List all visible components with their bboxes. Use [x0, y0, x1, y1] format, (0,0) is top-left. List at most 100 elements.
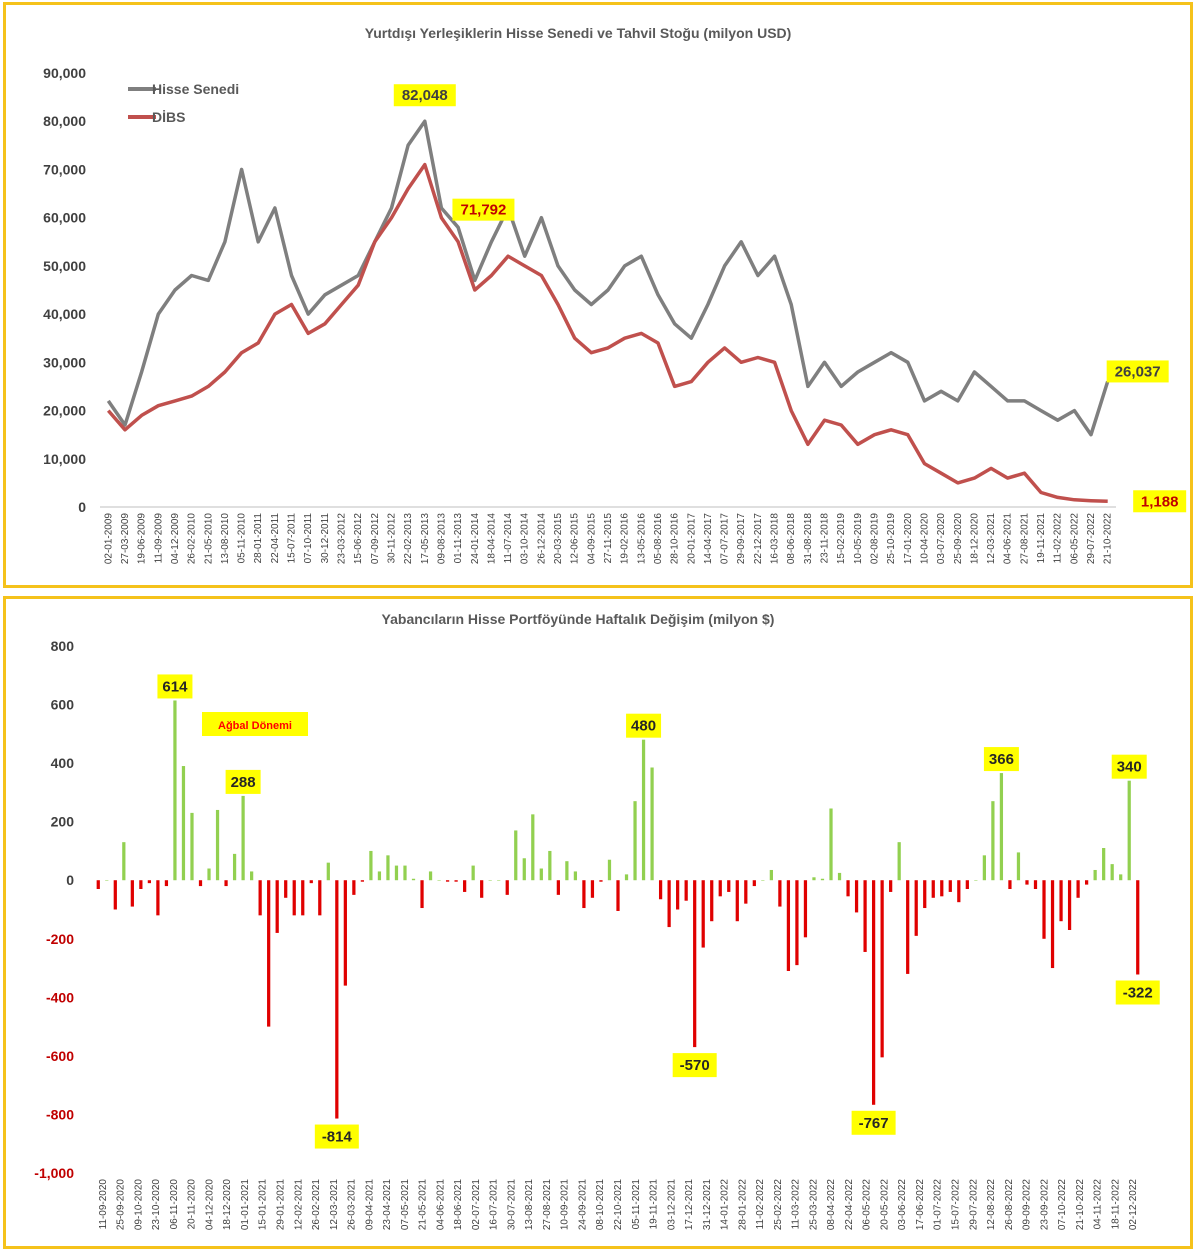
x-tick-label: 07-05-2021 [400, 1179, 411, 1231]
weekly-change-bar [318, 880, 322, 916]
weekly-change-bar [897, 842, 901, 881]
weekly-change-bar [931, 880, 935, 898]
x-tick-label: 12-08-2022 [986, 1179, 997, 1231]
hisse-senedi-line [106, 119, 1110, 437]
y-tick-label: 30,000 [43, 354, 86, 370]
x-tick-label: 07-07-2017 [720, 513, 731, 565]
weekly-change-bar [241, 795, 245, 881]
weekly-change-bar [965, 880, 969, 890]
x-tick-label: 26-02-2021 [311, 1179, 322, 1231]
weekly-change-bar [880, 880, 884, 1058]
dibs-line [106, 162, 1108, 504]
weekly-change-bar [778, 880, 782, 907]
x-tick-label: 25-02-2022 [773, 1179, 784, 1231]
value-callout-box [1106, 360, 1169, 383]
weekly-change-bar [522, 858, 526, 881]
x-tick-label: 28-10-2016 [670, 513, 681, 565]
bar-callout-label: 340 [1117, 759, 1142, 776]
y-tick-label: 0 [78, 499, 86, 515]
weekly-change-bar [735, 880, 739, 922]
weekly-change-bar [616, 880, 620, 911]
bar-callout-box [314, 1124, 359, 1149]
weekly-change-bar [292, 880, 296, 916]
bar-callout-label: 288 [231, 774, 256, 791]
x-tick-label: 09-08-2013 [436, 513, 447, 565]
x-tick-label: 01-07-2022 [933, 1179, 944, 1231]
weekly-change-bar [130, 880, 134, 907]
bar-callout-label: 614 [162, 678, 188, 695]
weekly-change-bar [582, 880, 586, 909]
bar-callout-label: -322 [1123, 984, 1153, 1001]
x-tick-label: 17-12-2021 [684, 1179, 695, 1231]
weekly-change-bar [420, 880, 424, 909]
y-tick-label: 50,000 [43, 258, 86, 274]
weekly-change-bar [590, 880, 595, 898]
weekly-change-bar [463, 880, 467, 892]
weekly-change-bar [267, 880, 271, 1027]
y-tick-label: 200 [51, 814, 75, 830]
x-tick-label: 07-10-2022 [1057, 1179, 1068, 1231]
weekly-change-bar [173, 700, 177, 881]
weekly-change-bar-chart: Yabancıların Hisse Portföyünde Haftalık … [34, 611, 1160, 1231]
x-tick-label: 04-12-2009 [170, 513, 181, 565]
weekly-change-bar [999, 773, 1004, 881]
weekly-change-bar [633, 801, 637, 881]
stock-chart-title: Yurtdışı Yerleşiklerin Hisse Senedi ve T… [365, 25, 792, 41]
bar-callout-box [672, 1053, 717, 1078]
weekly-change-bar [744, 880, 748, 904]
x-tick-label: 21-10-2022 [1103, 513, 1114, 565]
y-tick-label: 600 [51, 697, 75, 713]
weekly-change-bar [488, 880, 492, 881]
x-tick-label: 13-08-2021 [524, 1179, 535, 1231]
weekly-change-bar [1076, 880, 1080, 898]
x-tick-label: 04-09-2015 [586, 513, 597, 565]
weekly-change-bar [514, 830, 518, 881]
weekly-change-bar [1067, 880, 1072, 930]
y-tick-label: 0 [66, 872, 74, 888]
weekly-change-bar [871, 880, 876, 1105]
x-tick-label: 03-12-2021 [666, 1179, 677, 1231]
x-tick-label: 27-11-2015 [603, 513, 614, 564]
x-tick-label: 24-01-2014 [470, 513, 481, 565]
x-tick-label: 17-06-2022 [915, 1179, 926, 1231]
x-tick-label: 02-08-2019 [869, 513, 880, 565]
x-tick-label: 12-03-2021 [329, 1179, 340, 1231]
weekly-change-bar [471, 865, 475, 881]
x-tick-label: 25-10-2019 [886, 513, 897, 565]
weekly-change-bar [565, 861, 569, 881]
stock-chart-panel: Yurtdışı Yerleşiklerin Hisse Senedi ve T… [3, 2, 1193, 588]
x-tick-label: 14-01-2022 [720, 1179, 731, 1231]
weekly-change-bar [752, 880, 756, 887]
x-tick-label: 01-11-2013 [453, 513, 464, 564]
x-tick-label: 11-09-2020 [98, 1179, 109, 1230]
x-tick-label: 21-05-2021 [418, 1179, 429, 1231]
x-tick-label: 23-04-2021 [382, 1179, 393, 1231]
x-tick-label: 28-01-2022 [737, 1179, 748, 1231]
x-tick-label: 04-06-2021 [435, 1179, 446, 1231]
x-tick-label: 10-09-2021 [560, 1179, 571, 1231]
weekly-change-bar [343, 880, 347, 986]
weekly-change-bar [181, 766, 186, 881]
x-tick-label: 09-04-2021 [364, 1179, 375, 1231]
x-tick-label: 27-08-2021 [542, 1179, 553, 1231]
x-tick-label: 08-04-2022 [826, 1179, 837, 1231]
value-callout-label: 71,792 [460, 202, 506, 219]
bar-callout-box [626, 713, 662, 738]
agbal-annotation-box [202, 712, 308, 736]
weekly-change-bar [190, 812, 194, 881]
weekly-change-bar [198, 880, 203, 887]
weekly-change-bar [497, 880, 501, 881]
x-tick-label: 20-05-2022 [879, 1179, 890, 1231]
x-tick-label: 06-05-2022 [1069, 513, 1080, 565]
weekly-change-bar [224, 880, 228, 887]
bar-callout-label: -570 [680, 1057, 710, 1074]
weekly-change-bar [1110, 864, 1114, 881]
x-tick-label: 26-08-2022 [1004, 1179, 1015, 1231]
weekly-change-bar [139, 880, 143, 890]
legend-label-dibs: DİBS [152, 109, 185, 125]
bar-callout-label: -814 [322, 1129, 353, 1146]
x-tick-label: 29-07-2022 [968, 1179, 979, 1231]
value-callout-label: 1,188 [1141, 493, 1179, 510]
weekly-change-bar [1033, 880, 1038, 890]
weekly-change-bar [403, 865, 407, 881]
